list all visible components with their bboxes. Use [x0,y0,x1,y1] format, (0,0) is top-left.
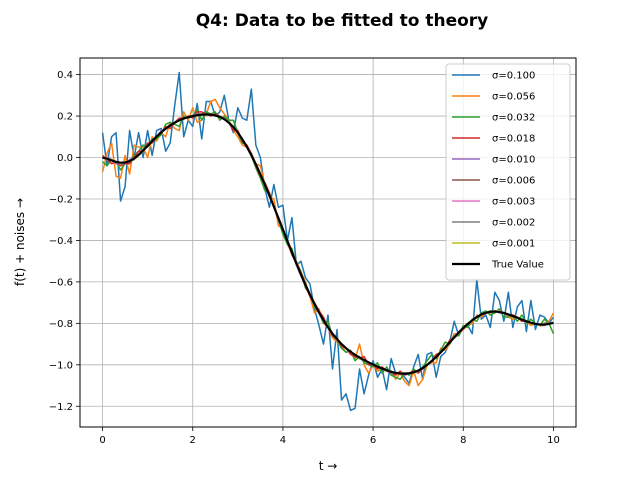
y-axis-label: f(t) + noises → [13,198,27,286]
x-tick-label: 2 [190,435,196,446]
y-tick-label: 0.2 [57,112,73,123]
y-tick-label: −0.8 [49,319,73,330]
y-tick-label: −1.0 [49,360,73,371]
x-tick-label: 8 [460,435,466,446]
y-tick-label: −0.2 [49,194,73,205]
y-tick-label: −0.6 [49,277,73,288]
x-axis-label: t → [319,459,338,473]
legend-label: σ=0.056 [492,92,535,103]
chart-title: Q4: Data to be fitted to theory [196,11,489,31]
legend-label: σ=0.100 [492,71,535,82]
x-axis: 0 2 4 6 8 10 [99,427,560,446]
y-tick-label: 0.0 [57,153,73,164]
legend-label: σ=0.032 [492,113,535,124]
y-axis: −1.2 −1.0 −0.8 −0.6 −0.4 −0.2 0.0 0.2 0.4 [49,70,80,413]
legend-label: σ=0.010 [492,155,535,166]
true-value-line [102,113,554,375]
x-tick-label: 6 [370,435,376,446]
legend-label: σ=0.002 [492,218,535,229]
axes-frame [79,57,577,428]
y-tick-label: 0.4 [57,70,73,81]
legend-label: σ=0.003 [492,197,535,208]
plot-area [101,71,555,412]
y-tick-label: −0.4 [49,236,73,247]
x-tick-label: 0 [99,435,105,446]
legend-box [445,63,571,281]
y-tick-label: −1.2 [49,402,73,413]
legend-label: True Value [491,260,544,271]
x-tick-label: 10 [547,435,560,446]
x-tick-label: 4 [280,435,286,446]
legend-label: σ=0.001 [492,239,535,250]
legend-label: σ=0.006 [492,176,535,187]
legend-label: σ=0.018 [492,134,535,145]
legend: σ=0.100 σ=0.056 σ=0.032 σ=0.018 σ=0.010 σ=0.0… [445,63,571,281]
series-line [102,109,555,381]
series-line [101,71,555,412]
